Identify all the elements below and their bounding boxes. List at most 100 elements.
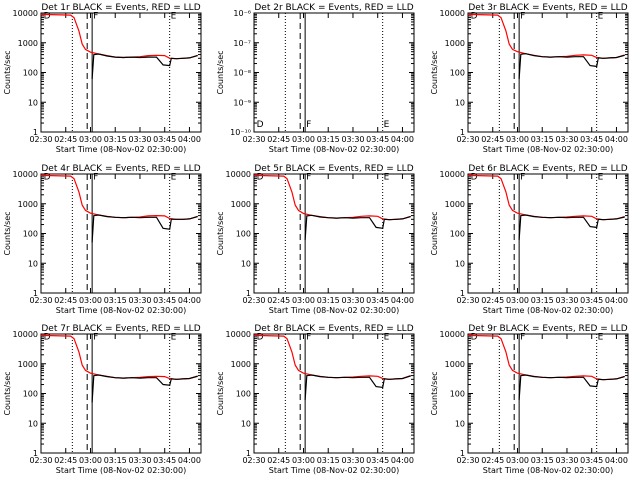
x-tick-label: 04:00 bbox=[178, 296, 201, 305]
y-tick-label: 100 bbox=[450, 390, 465, 399]
plot-frame bbox=[253, 333, 415, 454]
y-tick-label: 10 bbox=[28, 419, 38, 428]
x-tick-label: 04:00 bbox=[391, 135, 414, 144]
x-tick-label: 03:30 bbox=[341, 135, 364, 144]
marker-letter: F bbox=[306, 172, 311, 182]
y-tick-label: 100 bbox=[236, 230, 251, 239]
marker-letter: E bbox=[384, 332, 390, 342]
y-tick-label: 10000 bbox=[440, 170, 465, 179]
plot-frame bbox=[467, 333, 629, 454]
x-tick-label: 03:45 bbox=[366, 296, 389, 305]
y-axis-label: Counts/sec bbox=[430, 371, 439, 415]
y-tick-label: 100 bbox=[23, 230, 38, 239]
y-tick-label: 100 bbox=[236, 390, 251, 399]
marker-letter: F bbox=[93, 172, 98, 182]
x-tick-label: 02:30 bbox=[242, 296, 265, 305]
panel-title: Det 1r BLACK = Events, RED = LLD bbox=[41, 3, 200, 13]
y-tick-label: 1 bbox=[33, 289, 38, 298]
y-tick-label: 10 bbox=[241, 259, 251, 268]
panel-title: Det 6r BLACK = Events, RED = LLD bbox=[468, 164, 627, 174]
series-line-events bbox=[304, 374, 411, 401]
x-tick-label: 04:00 bbox=[605, 296, 628, 305]
marker-letter: E bbox=[384, 172, 390, 182]
marker-letter: E bbox=[171, 172, 177, 182]
marker-letter: E bbox=[598, 172, 604, 182]
y-tick-label: 1000 bbox=[445, 200, 465, 209]
x-tick-label: 02:30 bbox=[242, 456, 265, 465]
plot-frame bbox=[467, 12, 629, 133]
x-axis-label: Start Time (08-Nov-02 02:30:00) bbox=[483, 466, 613, 475]
marker-letter: D bbox=[471, 11, 478, 21]
y-tick-label: 1000 bbox=[445, 39, 465, 48]
y-tick-label: 10 bbox=[455, 98, 465, 107]
panel-title: Det 3r BLACK = Events, RED = LLD bbox=[468, 3, 627, 13]
x-tick-label: 03:15 bbox=[317, 456, 340, 465]
x-tick-label: 02:45 bbox=[54, 296, 77, 305]
panel-det-6: Det 6r BLACK = Events, RED = LLD 1 10 100 10… bbox=[430, 164, 629, 315]
panel-det-4: Det 4r BLACK = Events, RED = LLD 1 10 100 10… bbox=[3, 164, 202, 315]
x-tick-label: 03:15 bbox=[531, 296, 554, 305]
marker-letter: E bbox=[598, 332, 604, 342]
x-tick-label: 03:45 bbox=[580, 456, 603, 465]
panel-title: Det 7r BLACK = Events, RED = LLD bbox=[41, 324, 200, 334]
plot-frame bbox=[467, 173, 629, 294]
x-tick-label: 02:45 bbox=[267, 456, 290, 465]
x-tick-label: 03:30 bbox=[341, 296, 364, 305]
x-tick-label: 02:30 bbox=[29, 296, 52, 305]
y-axis-label: Counts/sec bbox=[216, 211, 225, 255]
y-tick-label: 1 bbox=[246, 289, 251, 298]
panel-det-5: Det 5r BLACK = Events, RED = LLD 1 10 100 10… bbox=[216, 164, 415, 315]
x-tick-label: 03:00 bbox=[292, 456, 315, 465]
y-tick-label: 1000 bbox=[231, 200, 251, 209]
marker-letter: D bbox=[257, 332, 264, 342]
panel-det-2: Det 2r BLACK = Events, RED = LLD 10⁻¹⁰ 10⁻… bbox=[216, 3, 415, 154]
x-tick-label: 03:15 bbox=[317, 135, 340, 144]
x-axis-label: Start Time (08-Nov-02 02:30:00) bbox=[56, 466, 186, 475]
marker-letter: E bbox=[171, 332, 177, 342]
panel-title: Det 5r BLACK = Events, RED = LLD bbox=[254, 164, 413, 174]
panel-title: Det 8r BLACK = Events, RED = LLD bbox=[254, 324, 413, 334]
x-tick-label: 03:00 bbox=[506, 456, 529, 465]
plot-frame bbox=[253, 12, 415, 133]
panel-det-3: Det 3r BLACK = Events, RED = LLD 1 10 100 10… bbox=[430, 3, 629, 154]
y-axis-label: Counts/sec bbox=[3, 50, 12, 94]
x-tick-label: 02:45 bbox=[267, 135, 290, 144]
x-tick-label: 02:30 bbox=[456, 456, 479, 465]
x-axis-label: Start Time (08-Nov-02 02:30:00) bbox=[56, 145, 186, 154]
y-axis-label: Counts/sec bbox=[3, 211, 12, 255]
y-tick-label: 10⁻⁹ bbox=[233, 98, 251, 107]
y-tick-label: 10 bbox=[241, 419, 251, 428]
x-tick-label: 02:30 bbox=[29, 456, 52, 465]
marker-letter: D bbox=[257, 120, 264, 130]
plot-frame bbox=[253, 173, 415, 294]
series-line-events bbox=[518, 53, 625, 80]
y-tick-label: 10000 bbox=[440, 9, 465, 18]
x-tick-label: 04:00 bbox=[605, 135, 628, 144]
x-tick-label: 03:30 bbox=[128, 296, 151, 305]
y-tick-label: 100 bbox=[450, 230, 465, 239]
y-axis-label: Counts/sec bbox=[216, 50, 225, 94]
x-axis-label: Start Time (08-Nov-02 02:30:00) bbox=[269, 306, 399, 315]
marker-letter: F bbox=[93, 332, 98, 342]
x-tick-label: 03:45 bbox=[580, 135, 603, 144]
x-tick-label: 04:00 bbox=[605, 456, 628, 465]
marker-letter: D bbox=[44, 332, 51, 342]
x-tick-label: 03:00 bbox=[79, 296, 102, 305]
x-tick-label: 04:00 bbox=[391, 456, 414, 465]
y-tick-label: 1 bbox=[246, 449, 251, 458]
x-axis-label: Start Time (08-Nov-02 02:30:00) bbox=[269, 466, 399, 475]
y-tick-label: 10000 bbox=[13, 170, 38, 179]
plot-frame bbox=[40, 333, 202, 454]
y-axis-label: Counts/sec bbox=[216, 371, 225, 415]
y-tick-label: 100 bbox=[23, 390, 38, 399]
y-tick-label: 10⁻⁸ bbox=[233, 69, 251, 78]
y-tick-label: 100 bbox=[23, 69, 38, 78]
x-tick-label: 02:30 bbox=[242, 135, 265, 144]
x-axis-label: Start Time (08-Nov-02 02:30:00) bbox=[269, 145, 399, 154]
x-tick-label: 03:00 bbox=[292, 135, 315, 144]
panel-title: Det 2r BLACK = Events, RED = LLD bbox=[254, 3, 413, 13]
y-tick-label: 1 bbox=[460, 289, 465, 298]
plot-frame bbox=[40, 12, 202, 133]
series-line-events bbox=[91, 53, 198, 80]
series-line-events bbox=[518, 374, 625, 401]
